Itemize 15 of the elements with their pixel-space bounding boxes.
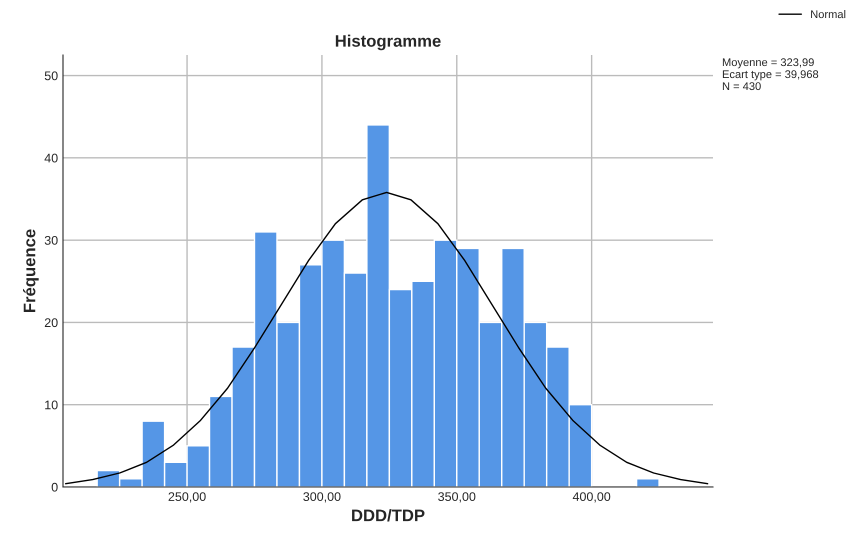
y-tick-label: 20 (44, 318, 58, 328)
x-tick-label: 350,00 (438, 492, 476, 503)
text: Moyenne = 323,99 Ecart type = 39,968 N = 430 (722, 58, 818, 90)
y-axis-title: Fréquence (23, 229, 39, 312)
chart-title: Histogramme (336, 34, 441, 50)
y-tick-label: 10 (45, 400, 58, 410)
y-tick-label: 50 (44, 71, 58, 80)
legend-label: Normal (811, 10, 846, 18)
x-tick-label: 400,00 (572, 492, 610, 503)
x-tick-label: 250,00 (168, 492, 206, 503)
x-axis-title: DDD/TDP (352, 509, 424, 522)
y-tick-label: 40 (44, 154, 58, 163)
y-tick-label: 0 (52, 482, 58, 492)
y-tick-label: 30 (44, 236, 58, 245)
x-tick-label: 300,00 (303, 492, 341, 503)
